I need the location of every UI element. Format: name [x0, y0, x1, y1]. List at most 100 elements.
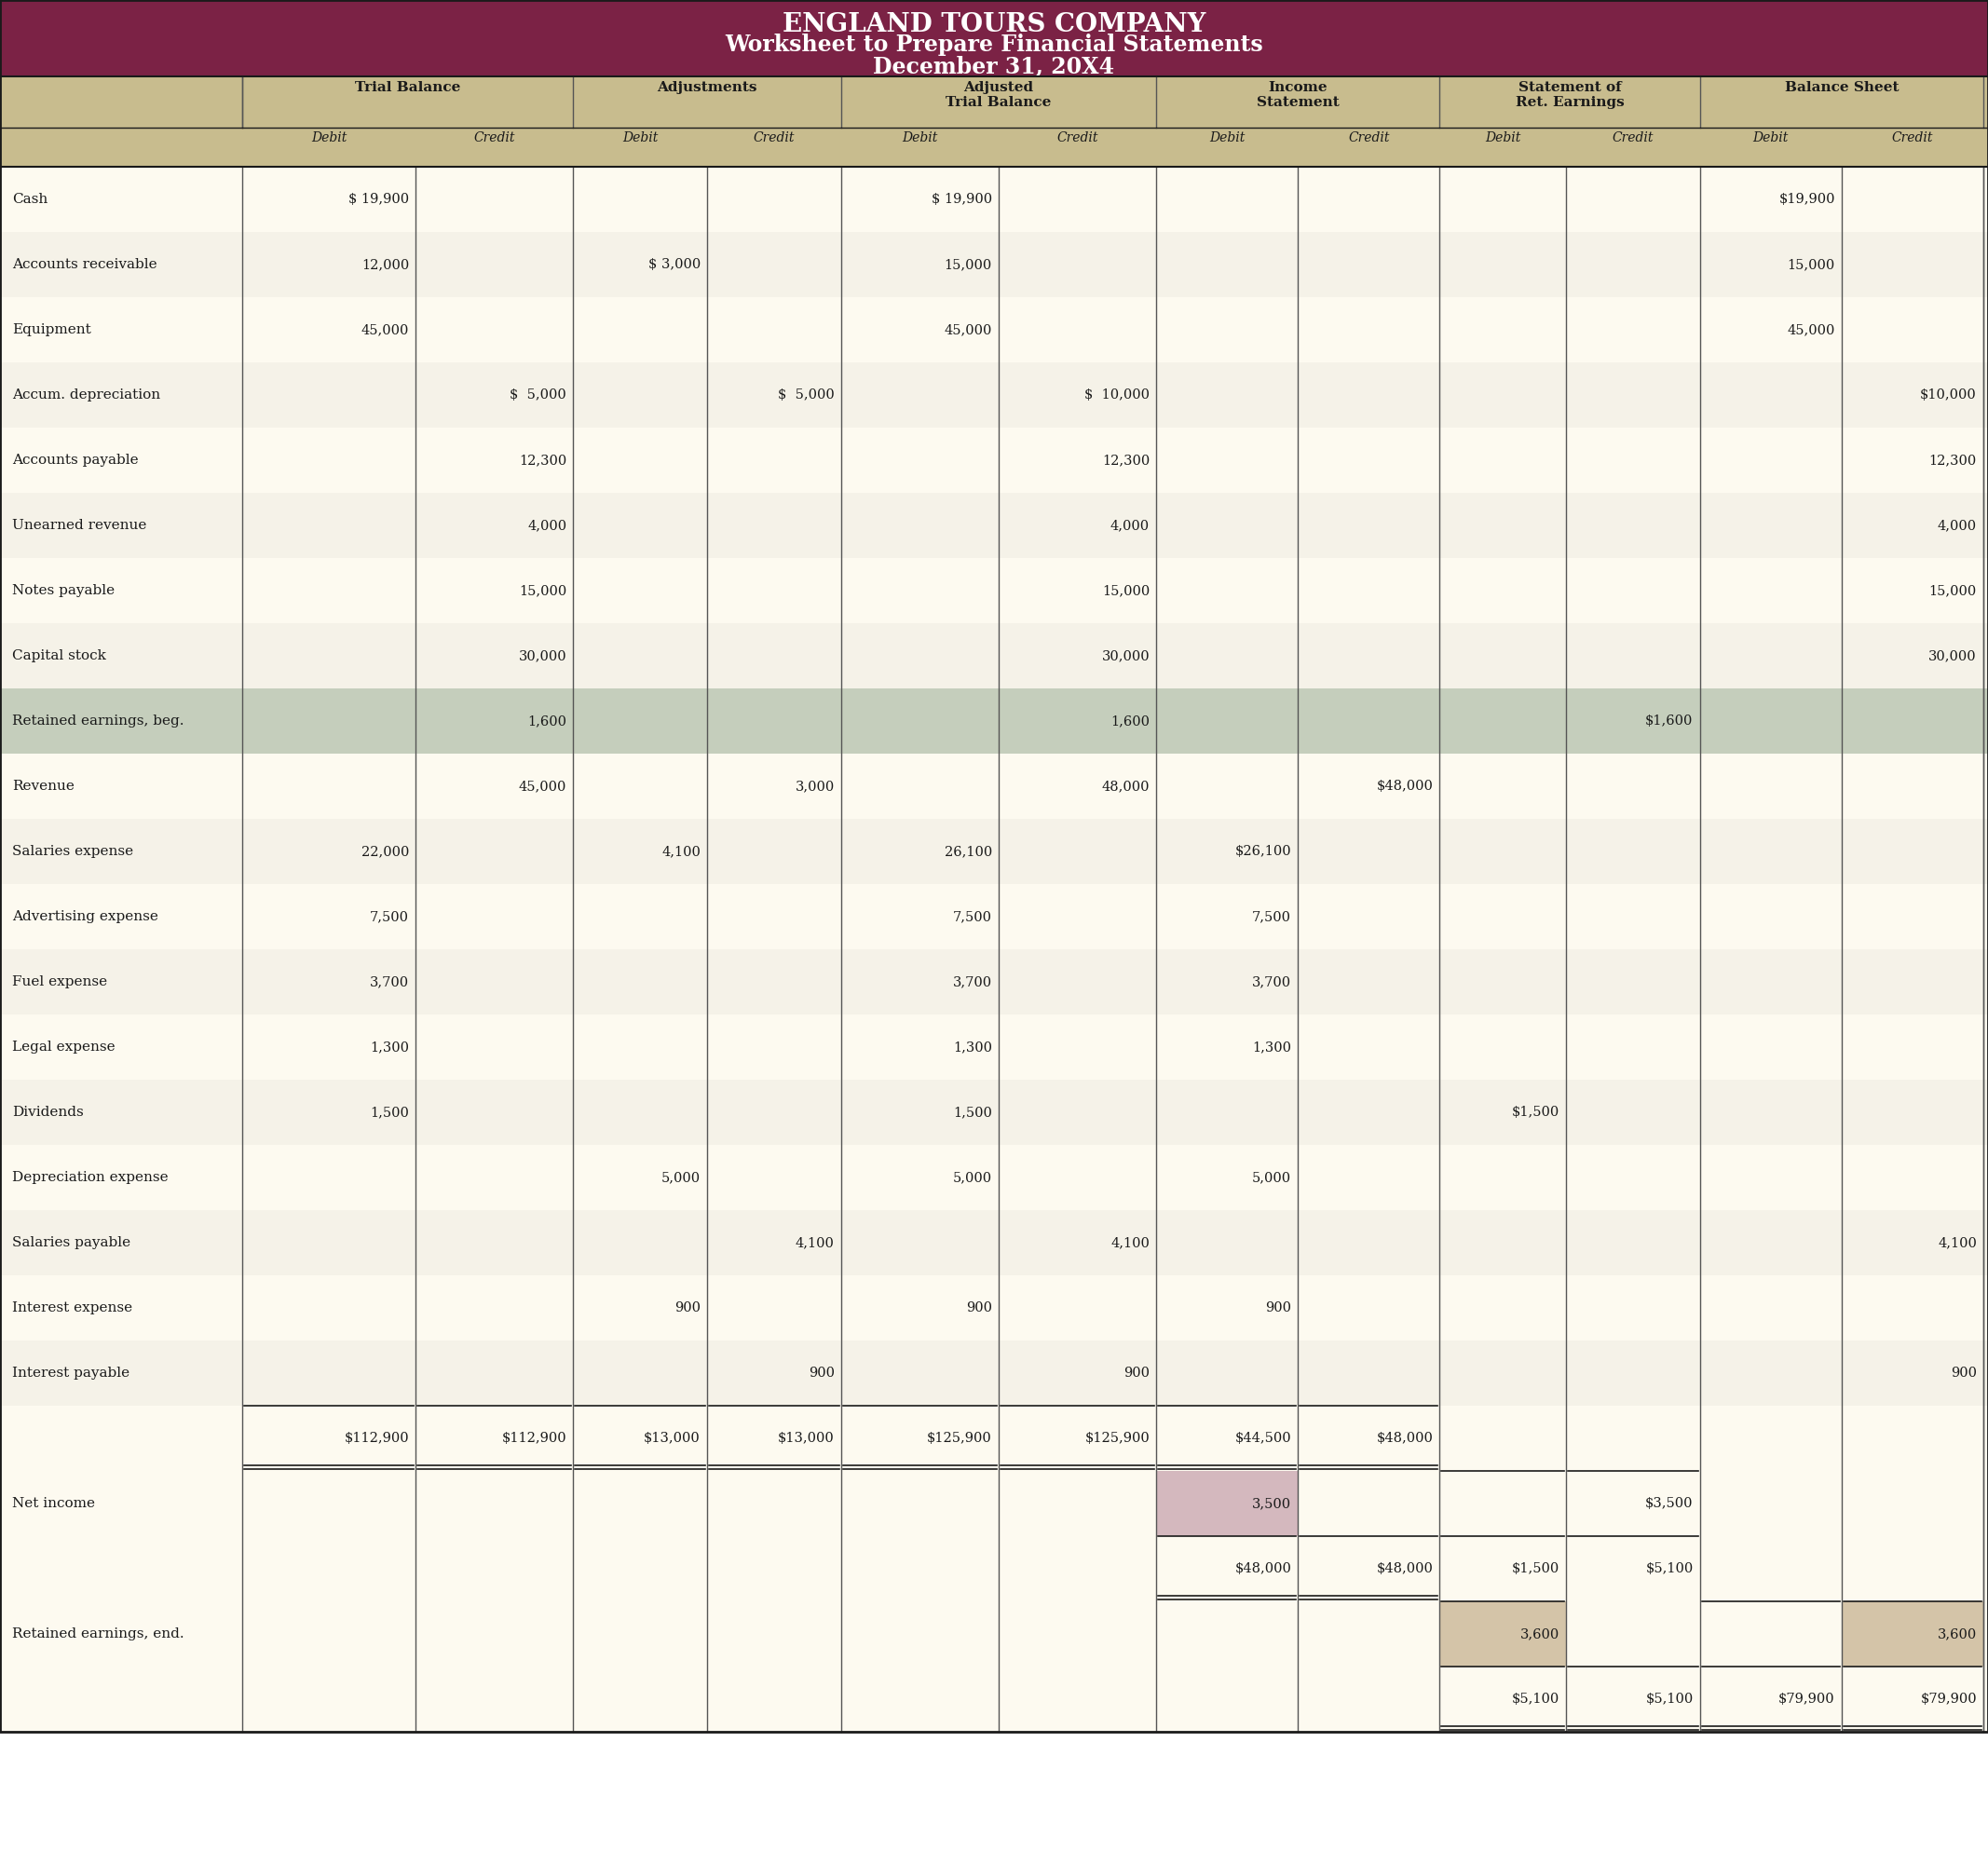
- Text: $48,000: $48,000: [1376, 1433, 1433, 1446]
- Text: 1,600: 1,600: [527, 714, 567, 727]
- Text: Salaries expense: Salaries expense: [12, 844, 133, 859]
- Bar: [0, 76, 1988, 128]
- Bar: [1439, 1601, 1567, 1666]
- Text: $48,000: $48,000: [1235, 1562, 1292, 1575]
- Bar: [0, 298, 1988, 363]
- Text: Unearned revenue: Unearned revenue: [12, 518, 147, 531]
- Text: $  10,000: $ 10,000: [1083, 389, 1149, 402]
- Text: 30,000: 30,000: [1928, 650, 1976, 663]
- Bar: [0, 1014, 1988, 1079]
- Bar: [1157, 1472, 1298, 1536]
- Text: $1,500: $1,500: [1511, 1105, 1559, 1118]
- Text: Cash: Cash: [12, 193, 48, 205]
- Bar: [0, 167, 1988, 231]
- Bar: [0, 1405, 1988, 1472]
- Text: 1,500: 1,500: [370, 1105, 410, 1118]
- Text: $26,100: $26,100: [1235, 844, 1292, 859]
- Bar: [0, 1472, 1988, 1536]
- Text: $ 3,000: $ 3,000: [648, 257, 700, 270]
- Bar: [0, 689, 1988, 753]
- Text: Capital stock: Capital stock: [12, 650, 105, 663]
- Text: 15,000: 15,000: [519, 585, 567, 598]
- Text: 900: 900: [1950, 1366, 1976, 1379]
- Text: Equipment: Equipment: [12, 324, 91, 337]
- Text: 1,300: 1,300: [1252, 1040, 1292, 1053]
- Text: 7,500: 7,500: [1252, 911, 1292, 924]
- Text: December 31, 20X4: December 31, 20X4: [873, 56, 1115, 78]
- Text: Debit: Debit: [1209, 131, 1244, 144]
- Text: Depreciation expense: Depreciation expense: [12, 1172, 169, 1185]
- Bar: [0, 885, 1988, 950]
- Text: $112,900: $112,900: [501, 1433, 567, 1446]
- Text: Dividends: Dividends: [12, 1105, 83, 1118]
- Text: $125,900: $125,900: [926, 1433, 992, 1446]
- Bar: [0, 363, 1988, 428]
- Text: $  5,000: $ 5,000: [511, 389, 567, 402]
- Text: 5,000: 5,000: [662, 1172, 700, 1185]
- Text: 4,100: 4,100: [795, 1236, 835, 1249]
- Text: Notes payable: Notes payable: [12, 585, 115, 598]
- Text: 4,000: 4,000: [1938, 518, 1976, 531]
- Text: Statement of
Ret. Earnings: Statement of Ret. Earnings: [1515, 81, 1624, 109]
- Text: 45,000: 45,000: [944, 324, 992, 337]
- Bar: [0, 1536, 1988, 1601]
- Text: $1,600: $1,600: [1646, 714, 1694, 727]
- Text: 1,500: 1,500: [952, 1105, 992, 1118]
- Bar: [0, 1666, 1988, 1733]
- Text: $13,000: $13,000: [644, 1433, 700, 1446]
- Text: $48,000: $48,000: [1376, 1562, 1433, 1575]
- Text: 4,000: 4,000: [527, 518, 567, 531]
- Bar: [0, 1211, 1988, 1275]
- Text: Retained earnings, end.: Retained earnings, end.: [12, 1627, 185, 1640]
- Text: Adjusted
Trial Balance: Adjusted Trial Balance: [946, 81, 1052, 109]
- Text: 900: 900: [674, 1301, 700, 1314]
- Text: Retained earnings, beg.: Retained earnings, beg.: [12, 714, 185, 727]
- Text: Trial Balance: Trial Balance: [354, 81, 461, 94]
- Text: 1,300: 1,300: [952, 1040, 992, 1053]
- Text: 15,000: 15,000: [1928, 585, 1976, 598]
- Text: 1,300: 1,300: [370, 1040, 410, 1053]
- Text: $19,900: $19,900: [1779, 193, 1835, 205]
- Text: 3,700: 3,700: [952, 975, 992, 988]
- Text: Accum. depreciation: Accum. depreciation: [12, 389, 161, 402]
- Text: Credit: Credit: [1612, 131, 1654, 144]
- Text: Interest payable: Interest payable: [12, 1366, 129, 1379]
- Bar: [0, 557, 1988, 624]
- Text: 4,100: 4,100: [1938, 1236, 1976, 1249]
- Text: Salaries payable: Salaries payable: [12, 1236, 131, 1249]
- Text: $ 19,900: $ 19,900: [930, 193, 992, 205]
- Text: Credit: Credit: [1348, 131, 1390, 144]
- Bar: [0, 1275, 1988, 1340]
- Text: 3,700: 3,700: [370, 975, 410, 988]
- Text: Debit: Debit: [903, 131, 938, 144]
- Text: $79,900: $79,900: [1920, 1692, 1976, 1705]
- Text: $125,900: $125,900: [1085, 1433, 1149, 1446]
- Text: Credit: Credit: [1056, 131, 1097, 144]
- Text: 900: 900: [966, 1301, 992, 1314]
- Text: $  5,000: $ 5,000: [777, 389, 835, 402]
- Text: 900: 900: [1123, 1366, 1149, 1379]
- Text: 22,000: 22,000: [362, 844, 410, 859]
- Text: $5,100: $5,100: [1646, 1562, 1694, 1575]
- Text: 7,500: 7,500: [952, 911, 992, 924]
- Text: 45,000: 45,000: [362, 324, 410, 337]
- Text: 15,000: 15,000: [1787, 257, 1835, 270]
- Text: $48,000: $48,000: [1376, 779, 1433, 792]
- Text: 12,000: 12,000: [362, 257, 410, 270]
- Text: 1,600: 1,600: [1111, 714, 1149, 727]
- Text: Credit: Credit: [473, 131, 515, 144]
- Text: Accounts receivable: Accounts receivable: [12, 257, 157, 270]
- Text: $112,900: $112,900: [344, 1433, 410, 1446]
- Text: 5,000: 5,000: [952, 1172, 992, 1185]
- Bar: [0, 1146, 1988, 1211]
- Text: 3,000: 3,000: [795, 779, 835, 792]
- Text: Balance Sheet: Balance Sheet: [1785, 81, 1899, 94]
- Text: 15,000: 15,000: [944, 257, 992, 270]
- Bar: [0, 818, 1988, 885]
- Bar: [0, 0, 1988, 76]
- Text: Accounts payable: Accounts payable: [12, 453, 139, 466]
- Text: ENGLAND TOURS COMPANY: ENGLAND TOURS COMPANY: [783, 13, 1205, 37]
- Text: 30,000: 30,000: [519, 650, 567, 663]
- Text: 45,000: 45,000: [1787, 324, 1835, 337]
- Text: 3,500: 3,500: [1252, 1497, 1292, 1510]
